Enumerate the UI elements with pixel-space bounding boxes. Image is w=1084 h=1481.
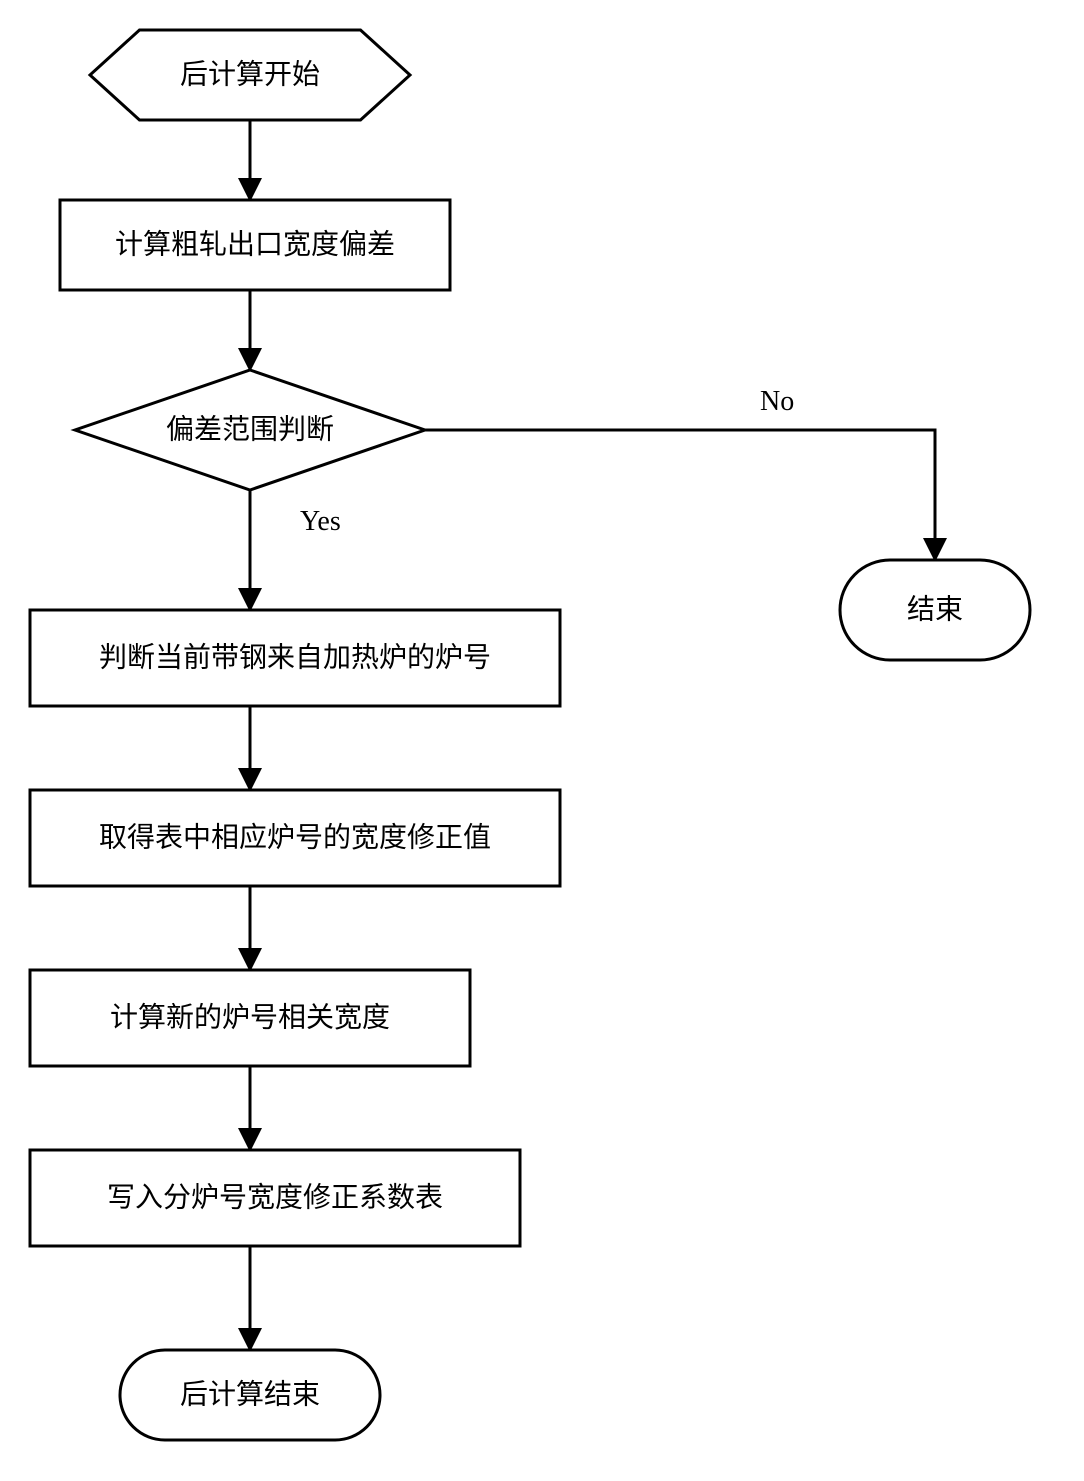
node-calcNew: 计算新的炉号相关宽度 <box>30 970 470 1066</box>
node-label-furnNo: 判断当前带钢来自加热炉的炉号 <box>99 641 491 673</box>
edge-label-judge-end: No <box>760 386 794 417</box>
node-end: 结束 <box>840 560 1030 660</box>
node-start: 后计算开始 <box>90 30 410 120</box>
node-label-getCorr: 取得表中相应炉号的宽度修正值 <box>99 821 491 853</box>
node-label-start: 后计算开始 <box>180 58 320 90</box>
node-write: 写入分炉号宽度修正系数表 <box>30 1150 520 1246</box>
node-label-write: 写入分炉号宽度修正系数表 <box>107 1181 443 1213</box>
node-calcDev: 计算粗轧出口宽度偏差 <box>60 200 450 290</box>
node-judge: 偏差范围判断 <box>75 370 425 490</box>
node-getCorr: 取得表中相应炉号的宽度修正值 <box>30 790 560 886</box>
node-label-calcDev: 计算粗轧出口宽度偏差 <box>115 228 395 260</box>
node-endCalc: 后计算结束 <box>120 1350 380 1440</box>
node-label-end: 结束 <box>907 593 963 625</box>
edge-judge-end <box>425 430 935 560</box>
node-label-endCalc: 后计算结束 <box>180 1378 320 1410</box>
edge-label-judge-furnNo: Yes <box>300 506 341 537</box>
node-furnNo: 判断当前带钢来自加热炉的炉号 <box>30 610 560 706</box>
node-label-calcNew: 计算新的炉号相关宽度 <box>110 1001 390 1033</box>
node-label-judge: 偏差范围判断 <box>166 413 334 445</box>
